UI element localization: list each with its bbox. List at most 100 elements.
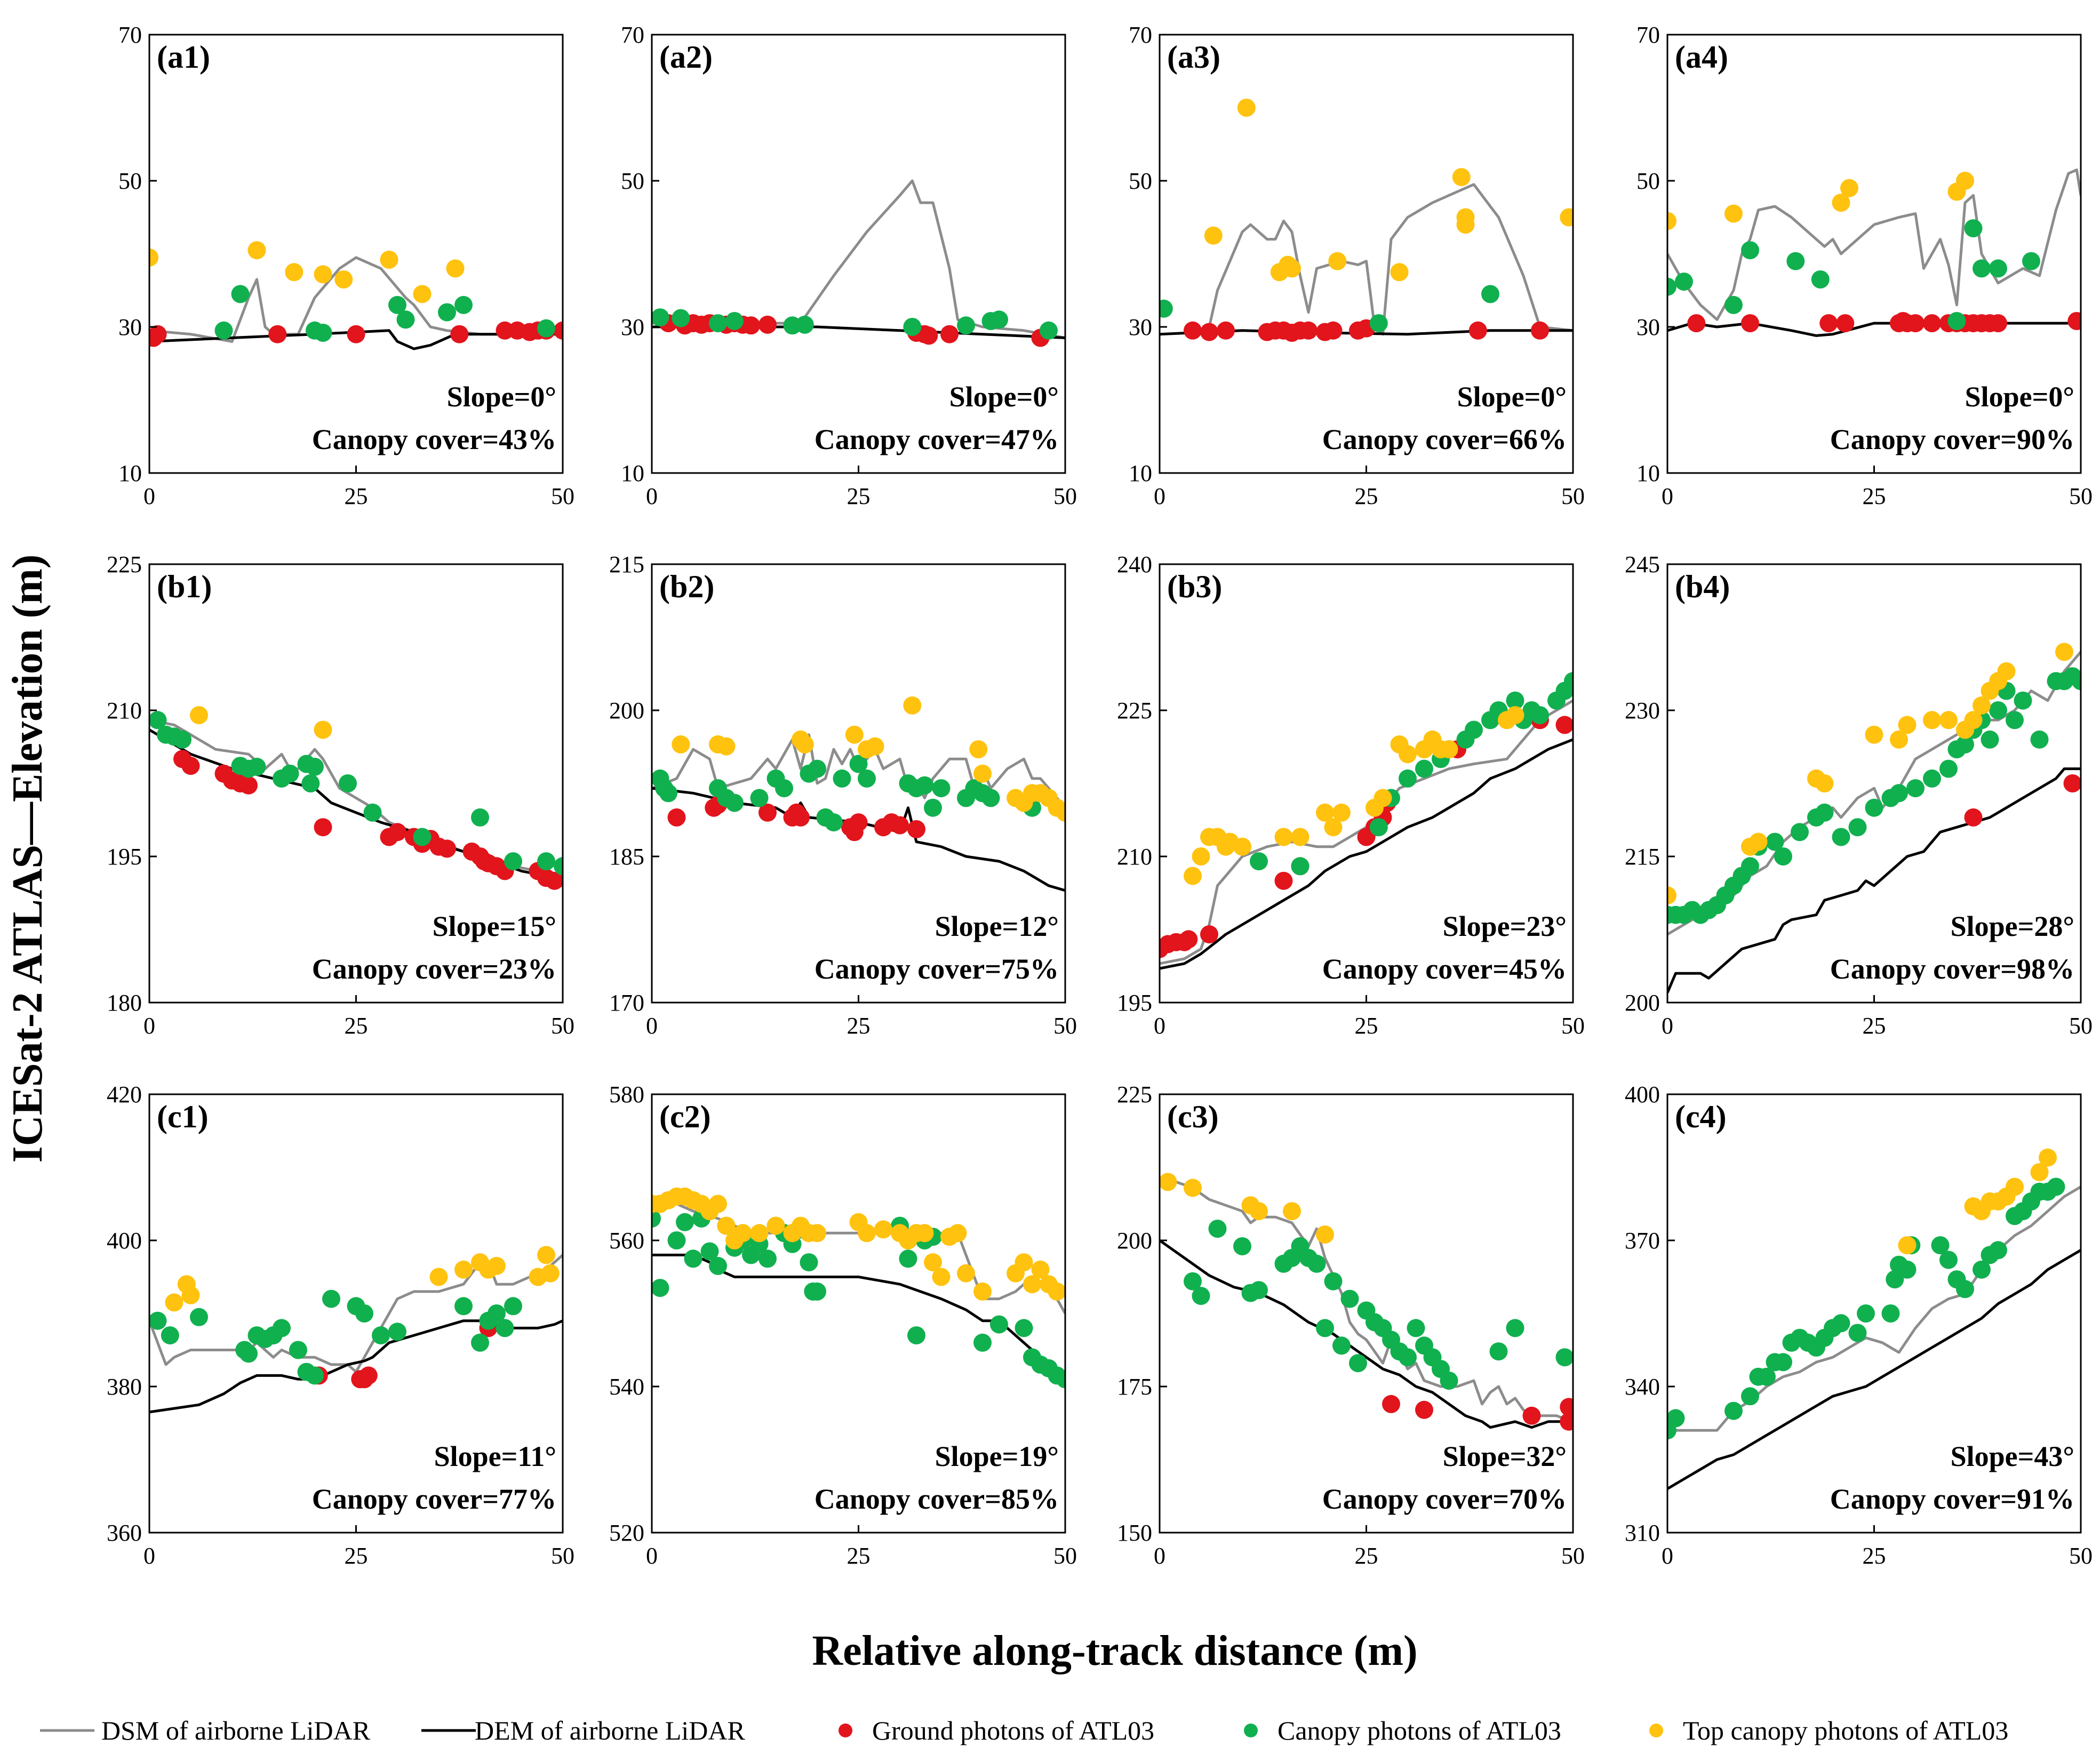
dsm-line-c3 [1160,1180,1573,1423]
canopy-photon [339,774,357,792]
canopy-photon [1939,1251,1958,1269]
top-canopy-photon [1291,828,1309,846]
canopy-photon [301,774,320,792]
top-canopy-photon [181,1286,200,1304]
legend-item-3: Ground photons of ATL03 [839,1716,1154,1745]
panel-label-a4: (a4) [1675,39,1728,75]
y-tick-label: 30 [1636,314,1660,340]
top-canopy-photon [1332,803,1351,822]
canopy-photon [1667,277,1676,296]
panel-label-a3: (a3) [1167,39,1220,75]
canopy-photon [2022,252,2040,270]
top-canopy-photon [915,1224,934,1243]
top-canopy-photon [1399,745,1417,764]
panel-label-c3: (c3) [1167,1099,1219,1134]
canopy-photon [306,1366,324,1385]
top-canopy-photon [1456,215,1475,234]
slope-annotation-b3: Slope=23° [1443,910,1567,942]
canopy-photon [355,1304,373,1323]
y-tick-label: 400 [107,1228,142,1254]
ground-photon [314,818,332,837]
ground-photon [1299,321,1318,340]
y-tick-label: 70 [1636,22,1660,48]
legend-item-1: DSM of airborne LiDAR [40,1716,371,1745]
ground-photon [450,325,469,343]
canopy-photon [2072,672,2081,691]
panel-label-b4: (b4) [1675,569,1730,604]
ground-photon [742,316,760,335]
top-canopy-photon [845,725,864,744]
canopy-photon [363,803,382,822]
canopy-photon [471,808,489,827]
canopy-photon [1332,1336,1351,1355]
panel-label-c4: (c4) [1675,1099,1727,1134]
dem-line-b4 [1667,767,2081,993]
top-canopy-photon [1667,886,1676,905]
top-canopy-photon [190,706,208,725]
x-tick-label: 0 [1662,1543,1673,1569]
canopy-photon [190,1308,208,1326]
canopy-photon [388,1323,406,1341]
y-tick-label: 10 [118,460,142,486]
top-canopy-photon [948,1224,967,1243]
top-canopy-photon [1865,725,1883,744]
top-canopy-photon [795,735,814,754]
ground-photon [1415,1400,1433,1419]
canopy-photon [537,852,555,871]
canopy-photon [758,1249,777,1268]
top-canopy-photon [1031,1260,1050,1279]
canopy-photon [1766,832,1784,851]
top-canopy-photon [380,251,398,269]
canopy-photon [1291,857,1309,876]
canopy-photon [1250,1281,1268,1300]
canopy-photon [808,1282,826,1301]
top-canopy-photon [1237,99,1256,117]
canopy-photon [231,285,250,303]
canopy-photon [1741,241,1759,260]
canopy-photon [1324,1272,1343,1291]
x-tick-label: 25 [847,483,871,509]
canopy-cover-annotation-a2: Canopy cover=47% [815,423,1059,455]
canopy-photon [1956,1280,1974,1299]
top-canopy-photon [2030,1163,2049,1182]
top-canopy-photon [1964,711,1983,730]
canopy-photon [924,798,942,817]
top-canopy-photon [1274,828,1293,846]
canopy-photon [1399,1348,1417,1367]
canopy-photon [322,1289,340,1308]
x-tick-label: 0 [646,483,658,509]
canopy-photon [1056,1370,1065,1389]
top-canopy-photon [2039,1148,2057,1167]
canopy-photon [2014,691,2032,710]
canopy-photon [438,303,456,322]
x-tick-label: 25 [847,1013,871,1039]
ground-photon [554,321,563,340]
canopy-photon [907,1326,925,1345]
x-tick-label: 50 [1053,483,1077,509]
canopy-photon [161,1326,179,1345]
legend: DSM of airborne LiDAR DEM of airborne LiD… [40,1716,2008,1745]
top-canopy-photon [334,270,353,289]
ground-photon [1819,314,1838,333]
x-tick-label: 0 [143,1013,155,1039]
canopy-photon [1233,1237,1251,1255]
top-canopy-photon [1973,696,1991,715]
canopy-photon [858,769,876,788]
dsm-line-a3 [1208,183,1573,336]
top-canopy-photon [717,737,736,756]
y-tick-label: 210 [107,698,142,724]
y-tick-label: 400 [1625,1081,1660,1108]
x-tick-label: 50 [551,1013,574,1039]
ground-photon [1531,321,1549,340]
slope-annotation-c1: Slope=11° [434,1440,556,1472]
canopy-photon [1506,691,1524,710]
top-canopy-photon [1184,1179,1202,1197]
ground-photon [849,813,868,832]
canopy-photon [957,316,975,335]
ground-photon [1200,323,1218,341]
top-canopy-photon [1815,774,1834,792]
slope-annotation-a1: Slope=0° [447,381,556,413]
plot-area-a2 [652,179,1065,347]
legend-item-5: Top canopy photons of ATL03 [1649,1716,2008,1745]
